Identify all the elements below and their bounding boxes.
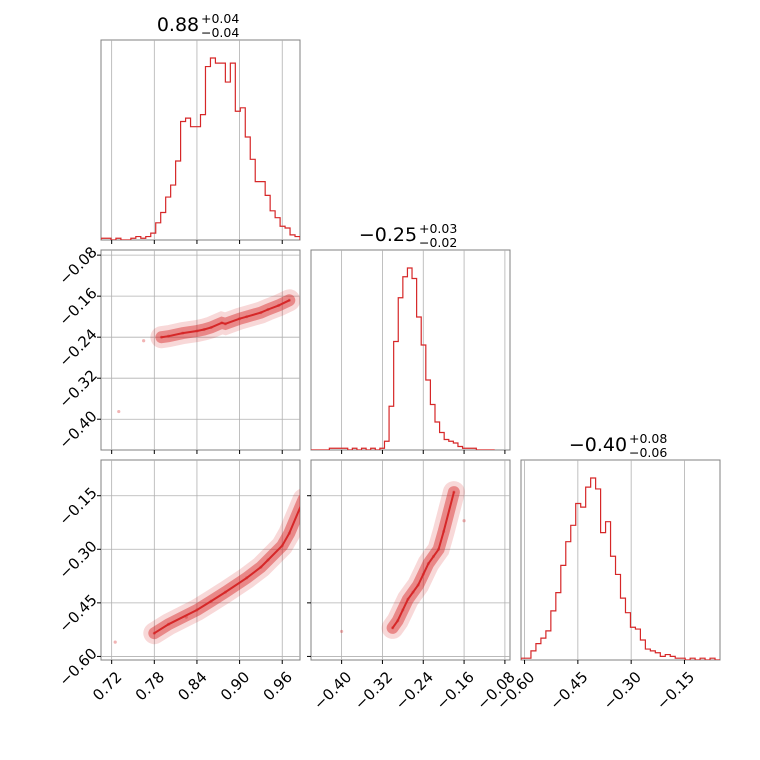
x-tick-label: −0.40 (310, 668, 355, 713)
y-tick-label: −0.15 (56, 484, 101, 529)
x-tick-label: 0.72 (89, 668, 125, 704)
sample-point (302, 498, 305, 501)
x-tick-label: −0.16 (433, 668, 478, 713)
sample-point (113, 640, 117, 644)
title-plus-1: +0.03 (419, 221, 457, 236)
histogram-1 (311, 267, 495, 450)
density-layer (340, 481, 466, 639)
axes-frame (520, 459, 721, 661)
density-contour (160, 299, 291, 339)
axes-frame (100, 39, 301, 241)
scatter-panel-1-0 (97, 249, 301, 454)
y-tick-label: −0.16 (56, 284, 101, 329)
density-contour (391, 491, 455, 629)
title-minus-2: −0.06 (629, 445, 667, 460)
x-tick-label: −0.32 (351, 668, 396, 713)
x-tick-label: 0.96 (260, 668, 296, 704)
sample-point (142, 339, 146, 343)
y-tick-label: −0.45 (56, 591, 101, 636)
histogram-0 (101, 57, 300, 240)
hist-panel-1 (310, 249, 511, 454)
sample-point (340, 629, 344, 634)
scatter-panel-2-0 (97, 459, 305, 664)
y-tick-label: −0.24 (56, 325, 101, 370)
scatter-panel-2-1 (307, 459, 511, 664)
title-plus-0: +0.04 (201, 11, 239, 26)
histogram-2 (521, 477, 720, 660)
hist-panel-0 (100, 39, 301, 244)
x-tick-label: 0.78 (132, 668, 168, 704)
x-tick-label: −0.15 (653, 668, 698, 713)
x-tick-label: −0.30 (600, 668, 645, 713)
title-param-2: −0.40 +0.08 −0.06 (569, 431, 667, 460)
title-median-2: −0.40 (569, 434, 627, 456)
axes-frame (100, 249, 301, 451)
title-param-0: 0.88 +0.04 −0.04 (157, 11, 240, 40)
title-minus-0: −0.04 (201, 25, 239, 40)
density-contour (153, 505, 300, 635)
y-tick-label: −0.40 (56, 407, 101, 452)
title-param-1: −0.25 +0.03 −0.02 (359, 221, 457, 250)
x-tick-label: 0.90 (217, 668, 253, 704)
density-layer (117, 289, 300, 414)
density-layer (113, 488, 305, 645)
x-tick-label: −0.45 (546, 668, 591, 713)
y-tick-label: −0.30 (56, 537, 101, 582)
x-tick-label: −0.24 (392, 668, 437, 713)
axes-frame (310, 459, 511, 661)
axes-frame (310, 249, 511, 451)
y-tick-label: −0.08 (56, 243, 101, 288)
y-tick-label: −0.32 (56, 366, 101, 411)
hist-panel-2 (520, 459, 721, 664)
sample-point (117, 409, 121, 414)
x-tick-label: 0.84 (174, 668, 210, 704)
y-tick-label: −0.60 (56, 644, 101, 689)
title-minus-1: −0.02 (419, 235, 457, 250)
sample-point (462, 519, 466, 523)
title-plus-2: +0.08 (629, 431, 667, 446)
title-median-1: −0.25 (359, 224, 417, 246)
title-median-0: 0.88 (157, 14, 199, 36)
